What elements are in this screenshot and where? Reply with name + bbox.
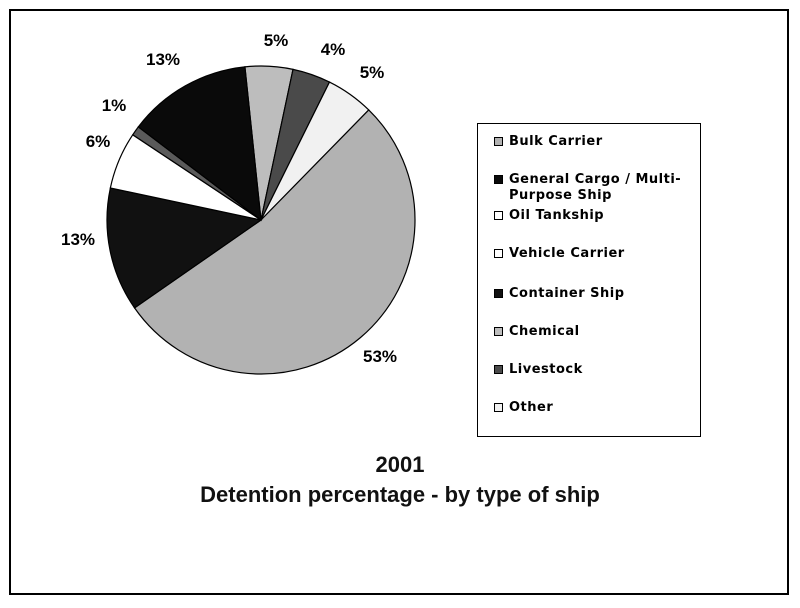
legend-label: Oil Tankship — [509, 208, 605, 223]
legend-swatch — [494, 403, 503, 412]
legend-swatch — [494, 327, 503, 336]
legend-item: General Cargo / Multi-Purpose Ship — [494, 172, 699, 204]
pie-labels: 5% 4% 5% 53% 13% 6% 1% 13% — [61, 31, 397, 366]
legend: Bulk Carrier General Cargo / Multi-Purpo… — [477, 123, 701, 437]
chart-title: 2001 — [375, 452, 425, 477]
legend-label: Container Ship — [509, 286, 625, 301]
slice-label: 1% — [102, 96, 127, 115]
legend-item: Bulk Carrier — [494, 134, 699, 150]
legend-label: Other — [509, 400, 554, 415]
legend-swatch — [494, 365, 503, 374]
slice-label: 4% — [321, 40, 346, 59]
legend-label: Bulk Carrier — [509, 134, 603, 149]
legend-swatch — [494, 137, 503, 146]
pie-slices — [106, 65, 416, 375]
legend-swatch — [494, 175, 503, 184]
legend-item: Livestock — [494, 362, 699, 378]
legend-label: General Cargo / Multi-Purpose Ship — [509, 172, 682, 203]
slice-label: 5% — [264, 31, 289, 50]
chart-subtitle: Detention percentage - by type of ship — [200, 482, 600, 507]
legend-label: Chemical — [509, 324, 580, 339]
pie-slice — [137, 66, 262, 222]
slice-label: 6% — [86, 132, 111, 151]
legend-item: Other — [494, 400, 699, 416]
pie-slice — [106, 187, 263, 309]
legend-item: Container Ship — [494, 286, 699, 302]
legend-item: Oil Tankship — [494, 208, 699, 224]
slice-label: 13% — [61, 230, 95, 249]
legend-label: Livestock — [509, 362, 583, 377]
slice-label: 13% — [146, 50, 180, 69]
legend-label: Vehicle Carrier — [509, 246, 625, 261]
pie-slice — [133, 109, 416, 375]
slice-label: 53% — [363, 347, 397, 366]
legend-swatch — [494, 249, 503, 258]
legend-swatch — [494, 211, 503, 220]
legend-item: Chemical — [494, 324, 699, 340]
legend-swatch — [494, 289, 503, 298]
slice-label: 5% — [360, 63, 385, 82]
chart-title-block: 2001 Detention percentage - by type of s… — [100, 450, 700, 510]
legend-item: Vehicle Carrier — [494, 246, 699, 262]
